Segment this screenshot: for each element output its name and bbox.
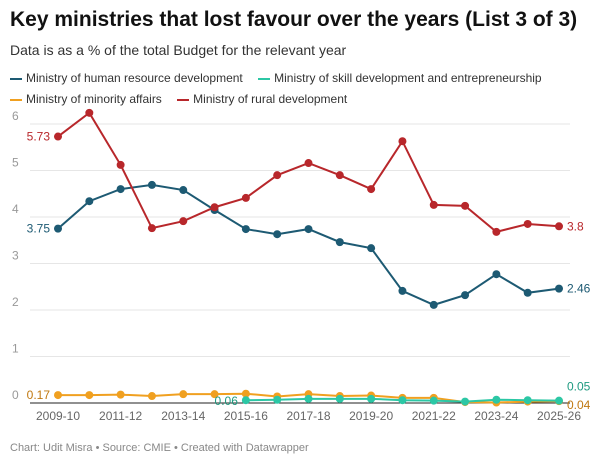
- legend-item-skill: Ministry of skill development and entrep…: [258, 68, 542, 89]
- legend-swatch: [258, 77, 271, 80]
- legend-item-rural: Ministry of rural development: [177, 89, 347, 110]
- data-point: [147, 392, 156, 401]
- y-tick-label: 3: [12, 249, 19, 263]
- data-point: [429, 300, 438, 309]
- data-point: [273, 230, 282, 239]
- legend-label: Ministry of human resource development: [26, 71, 243, 85]
- data-point: [555, 222, 563, 231]
- data-point: [273, 171, 282, 180]
- data-point: [335, 394, 344, 403]
- data-point: [54, 391, 62, 400]
- data-point: [429, 396, 438, 405]
- legend-label: Ministry of rural development: [193, 92, 348, 106]
- data-point: [461, 397, 470, 406]
- data-point: [555, 284, 563, 293]
- end-value-label: 2.46: [567, 282, 591, 296]
- data-point: [367, 185, 376, 194]
- y-tick-label: 5: [12, 156, 19, 170]
- data-point: [241, 396, 250, 405]
- data-point: [523, 396, 532, 405]
- y-tick-label: 2: [12, 295, 19, 309]
- series-line: [57, 111, 560, 233]
- data-point: [398, 286, 407, 295]
- legend-swatch: [10, 77, 22, 80]
- data-point: [398, 137, 407, 146]
- data-point: [85, 197, 94, 206]
- legend-item-hrd: Ministry of human resource development: [10, 68, 243, 89]
- end-value-label: 3.8: [567, 219, 584, 233]
- x-tick-label: 2015-16: [224, 409, 268, 423]
- data-point: [85, 108, 94, 117]
- start-value-label: 0.17: [27, 388, 51, 402]
- data-point: [179, 390, 188, 399]
- data-point: [241, 225, 250, 234]
- y-tick-label: 0: [12, 388, 19, 402]
- footer-credit: Chart: Udit Misra • Source: CMIE • Creat…: [10, 442, 309, 454]
- x-tick-label: 2021-22: [412, 409, 456, 423]
- chart-title: Key ministries that lost favour over the…: [10, 8, 578, 31]
- data-point: [492, 395, 501, 404]
- data-point: [116, 185, 125, 194]
- x-tick-label: 2011-12: [99, 409, 142, 423]
- data-point: [555, 396, 563, 405]
- chart-subtitle: Data is as a % of the total Budget for t…: [10, 42, 347, 58]
- series-line: [57, 183, 560, 306]
- start-value-label: 5.73: [27, 130, 51, 144]
- data-point: [85, 391, 94, 400]
- data-point: [398, 396, 407, 405]
- legend-swatch: [177, 98, 190, 101]
- start-value-label: 3.75: [27, 222, 51, 236]
- data-point: [241, 193, 250, 202]
- data-point: [54, 132, 62, 141]
- y-tick-label: 6: [12, 109, 19, 123]
- x-tick-label: 2009-10: [36, 409, 80, 423]
- x-tick-label: 2013-14: [161, 409, 205, 423]
- start-value-label: 0.06: [215, 394, 239, 408]
- data-point: [273, 395, 282, 404]
- y-tick-label: 1: [12, 342, 19, 356]
- y-tick-label: 4: [12, 202, 19, 216]
- x-tick-label: 2019-20: [349, 409, 393, 423]
- data-point: [116, 390, 125, 399]
- data-point: [492, 270, 501, 279]
- data-point: [210, 390, 219, 399]
- end-value-label: 0.05: [567, 380, 591, 394]
- data-point: [335, 171, 344, 180]
- legend-swatch: [10, 98, 22, 101]
- data-point: [461, 291, 470, 300]
- data-point: [179, 217, 188, 226]
- data-point: [179, 186, 188, 195]
- data-point: [147, 180, 156, 189]
- data-point: [210, 203, 219, 212]
- data-point: [367, 394, 376, 403]
- data-point: [147, 224, 156, 233]
- data-point: [304, 394, 313, 403]
- data-point: [241, 389, 250, 398]
- x-tick-label: 2017-18: [286, 409, 330, 423]
- end-value-label: 0.04: [567, 398, 591, 412]
- data-point: [304, 159, 313, 168]
- data-point: [116, 160, 125, 169]
- legend-item-minority: Ministry of minority affairs: [10, 89, 162, 110]
- data-point: [304, 225, 313, 234]
- data-point: [492, 227, 501, 236]
- data-point: [54, 224, 62, 233]
- legend-label: Ministry of skill development and entrep…: [274, 71, 542, 85]
- legend: Ministry of human resource development M…: [10, 68, 570, 110]
- data-point: [523, 219, 532, 228]
- line-chart: 0 1 2 3 4 5 6 2009-10 2011-12 2013-14 2015-16 2017-…: [12, 108, 591, 423]
- data-point: [523, 288, 532, 297]
- x-tick-label: 2023-24: [474, 409, 518, 423]
- data-point: [367, 244, 376, 253]
- data-point: [461, 201, 470, 210]
- data-point: [335, 238, 344, 247]
- x-tick-label: 2025-26: [537, 409, 581, 423]
- data-point: [429, 200, 438, 209]
- legend-label: Ministry of minority affairs: [26, 92, 162, 106]
